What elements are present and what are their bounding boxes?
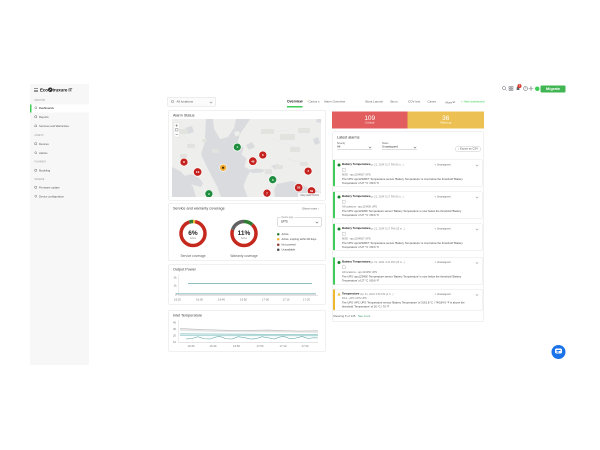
svg-text:26: 26 <box>297 186 301 190</box>
svg-text:49: 49 <box>251 159 255 163</box>
svg-text:10: 10 <box>173 340 177 344</box>
svg-text:4: 4 <box>307 169 309 173</box>
svg-text:17:20: 17:20 <box>303 298 310 302</box>
svg-text:11%: 11% <box>238 230 251 237</box>
svg-text:2: 2 <box>208 192 210 196</box>
svg-text:17:20: 17:20 <box>302 344 309 348</box>
svg-text:Map data ©2024: Map data ©2024 <box>300 194 319 197</box>
svg-text:17:00: 17:00 <box>262 298 269 302</box>
svg-text:8: 8 <box>183 160 185 164</box>
svg-text:17:00: 17:00 <box>257 344 264 348</box>
svg-text:?: ? <box>525 87 527 91</box>
svg-text:16:20: 16:20 <box>174 298 181 302</box>
svg-text:3: 3 <box>272 178 274 182</box>
svg-text:17:10: 17:10 <box>283 298 290 302</box>
svg-text:1k: 1k <box>174 284 178 288</box>
svg-text:16:30: 16:30 <box>188 344 195 348</box>
svg-text:16:40: 16:40 <box>218 298 225 302</box>
svg-text:20: 20 <box>173 334 177 338</box>
svg-text:16:50: 16:50 <box>233 344 240 348</box>
svg-text:0: 0 <box>175 293 177 297</box>
svg-text:16:50: 16:50 <box>240 298 247 302</box>
svg-text:59: 59 <box>310 189 314 193</box>
svg-text:1: 1 <box>236 145 238 149</box>
svg-text:2k: 2k <box>174 276 178 280</box>
svg-text:19: 19 <box>196 170 200 174</box>
svg-text:16:40: 16:40 <box>210 344 217 348</box>
svg-text:40: 40 <box>173 321 177 325</box>
svg-text:Active: Active <box>241 237 248 240</box>
svg-text:30: 30 <box>173 327 177 331</box>
svg-text:6: 6 <box>262 153 264 157</box>
svg-text:17:10: 17:10 <box>280 344 287 348</box>
svg-text:16:30: 16:30 <box>196 298 203 302</box>
svg-text:6%: 6% <box>188 230 198 237</box>
svg-text:Active: Active <box>190 237 197 240</box>
svg-text:7: 7 <box>266 191 268 195</box>
